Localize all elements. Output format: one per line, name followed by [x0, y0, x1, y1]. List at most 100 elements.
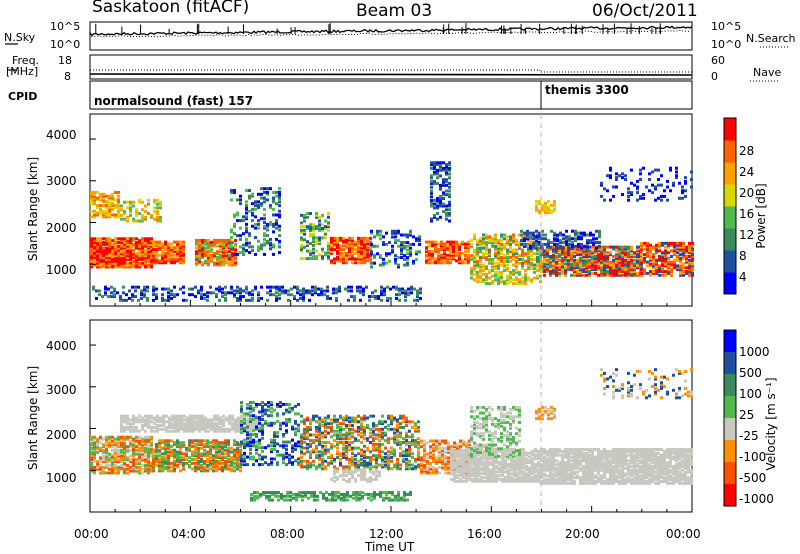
velocity-cell: [117, 441, 120, 445]
velocity-cell: [237, 418, 240, 422]
power-cell: [225, 252, 228, 256]
power-cell: [225, 244, 228, 248]
power-cell: [418, 242, 421, 246]
velocity-cell: [339, 461, 342, 465]
velocity-cell: [288, 461, 291, 465]
velocity-cell: [276, 404, 279, 408]
velocity-cell: [246, 406, 249, 410]
velocity-cell: [108, 443, 111, 447]
power-cell: [430, 163, 433, 167]
power-cell: [219, 248, 222, 252]
power-cell: [315, 242, 318, 246]
power-cell: [497, 252, 500, 256]
velocity-cell: [246, 440, 249, 444]
power-cell: [263, 241, 266, 245]
velocity-cell: [267, 401, 270, 405]
velocity-cell: [96, 437, 99, 441]
velocity-cell: [321, 440, 324, 444]
velocity-cell: [123, 418, 126, 422]
power-cell: [482, 233, 485, 237]
power-cell: [195, 259, 198, 263]
velocity-cell: [141, 439, 144, 443]
power-cell: [147, 252, 150, 256]
power-cell: [443, 255, 446, 259]
velocity-cell: [381, 455, 384, 459]
velocity-cell: [300, 444, 303, 448]
power-cell: [442, 202, 445, 206]
velocity-cell: [120, 416, 123, 420]
power-cell: [332, 287, 335, 291]
power-cell: [379, 254, 382, 258]
power-cell: [547, 199, 550, 203]
velocity-cell: [161, 456, 164, 460]
power-cell: [603, 264, 606, 268]
velocity-cell: [228, 422, 231, 426]
velocity-cell: [336, 440, 339, 444]
power-cell: [688, 251, 691, 255]
velocity-cell: [336, 446, 339, 450]
power-cell: [152, 242, 155, 246]
velocity-cell: [270, 444, 273, 448]
velocity-cell: [102, 445, 105, 449]
power-cell: [278, 241, 281, 245]
power-cell: [105, 241, 108, 245]
power-cell: [351, 244, 354, 248]
velocity-cell: [227, 443, 230, 447]
power-cell: [627, 247, 630, 251]
power-cell: [117, 205, 120, 209]
power-cell: [93, 242, 96, 246]
power-cell: [664, 241, 667, 245]
power-cell: [101, 295, 104, 299]
power-cell: [117, 194, 120, 198]
power-cell: [99, 194, 102, 198]
power-cell: [442, 210, 445, 214]
power-cell: [327, 243, 330, 247]
power-cell: [555, 262, 558, 266]
power-cell: [627, 264, 630, 268]
power-cell: [673, 262, 676, 266]
velocity-cell: [255, 433, 258, 437]
power-cell: [582, 262, 585, 266]
power-cell: [627, 262, 630, 266]
power-cell: [239, 291, 242, 295]
power-cell: [415, 250, 418, 254]
power-cell: [518, 261, 521, 265]
velocity-cell: [249, 442, 252, 446]
velocity-cell: [288, 410, 291, 414]
power-cell: [536, 256, 539, 260]
power-cell: [96, 254, 99, 258]
power-cell: [600, 181, 603, 185]
power-cell: [129, 257, 132, 261]
power-cell: [245, 228, 248, 232]
power-cell: [120, 263, 123, 267]
power-cell: [428, 253, 431, 257]
power-cell: [630, 271, 633, 275]
velocity-cell: [221, 450, 224, 454]
velocity-cell: [255, 459, 258, 463]
velocity-cell: [155, 463, 158, 467]
power-cell: [633, 268, 636, 272]
velocity-cell: [147, 471, 150, 475]
power-cell: [150, 257, 153, 261]
velocity-cell: [282, 421, 285, 425]
power-cell: [201, 252, 204, 256]
velocity-cell: [233, 465, 236, 469]
power-cell: [667, 256, 670, 260]
power-cell: [439, 161, 442, 165]
power-cell: [377, 295, 380, 299]
power-cell: [333, 261, 336, 265]
velocity-cell: [387, 467, 390, 471]
power-cell: [374, 296, 377, 300]
power-cell: [210, 242, 213, 246]
power-cell: [640, 258, 643, 262]
velocity-cell: [282, 440, 285, 444]
velocity-cell: [282, 434, 285, 438]
power-cell: [191, 293, 194, 297]
velocity-cell: [152, 465, 155, 469]
velocity-cell: [309, 433, 312, 437]
power-cell: [541, 205, 544, 209]
velocity-cell: [264, 446, 267, 450]
power-cell: [161, 293, 164, 297]
power-cell: [357, 257, 360, 261]
power-cell: [452, 257, 455, 261]
